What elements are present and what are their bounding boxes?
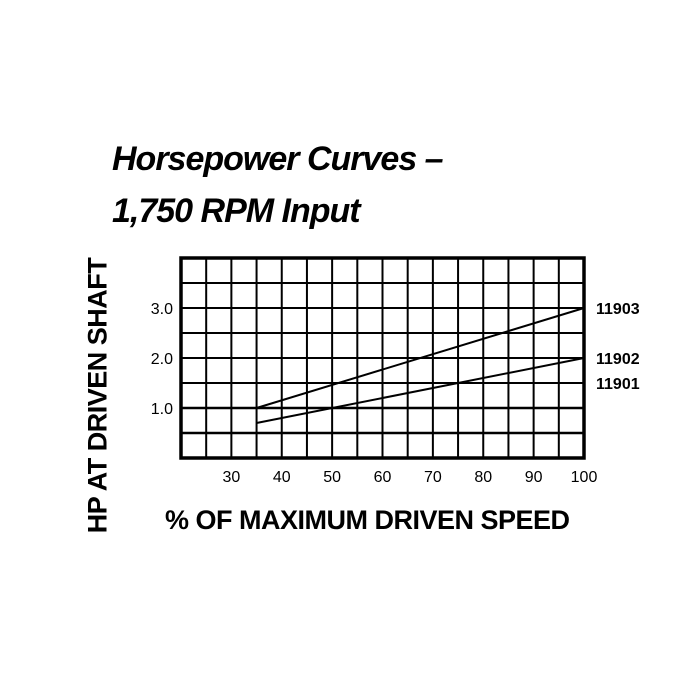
x-axis-label: % OF MAXIMUM DRIVEN SPEED xyxy=(165,505,570,535)
x-tick-label: 70 xyxy=(424,469,442,486)
x-tick-label: 80 xyxy=(474,469,492,486)
series-label-11901: 11901 xyxy=(596,376,640,393)
series-label-11903: 11903 xyxy=(596,301,640,318)
x-tick-label: 100 xyxy=(571,469,598,486)
x-tick-label: 90 xyxy=(525,469,543,486)
chart-subtitle: 1,750 RPM Input xyxy=(112,192,361,230)
series-line-11902 xyxy=(256,357,585,424)
series-label-11902: 11902 xyxy=(596,351,640,368)
x-tick-label: 40 xyxy=(273,469,291,486)
y-tick-label: 3.0 xyxy=(151,301,173,318)
x-tick-label: 50 xyxy=(323,469,341,486)
chart-title: Horsepower Curves – xyxy=(112,140,444,178)
x-tick-label: 30 xyxy=(222,469,240,486)
y-tick-label: 2.0 xyxy=(151,351,173,368)
y-tick-label: 1.0 xyxy=(151,401,173,418)
series-line-11903 xyxy=(256,307,585,409)
x-tick-label: 60 xyxy=(374,469,392,486)
